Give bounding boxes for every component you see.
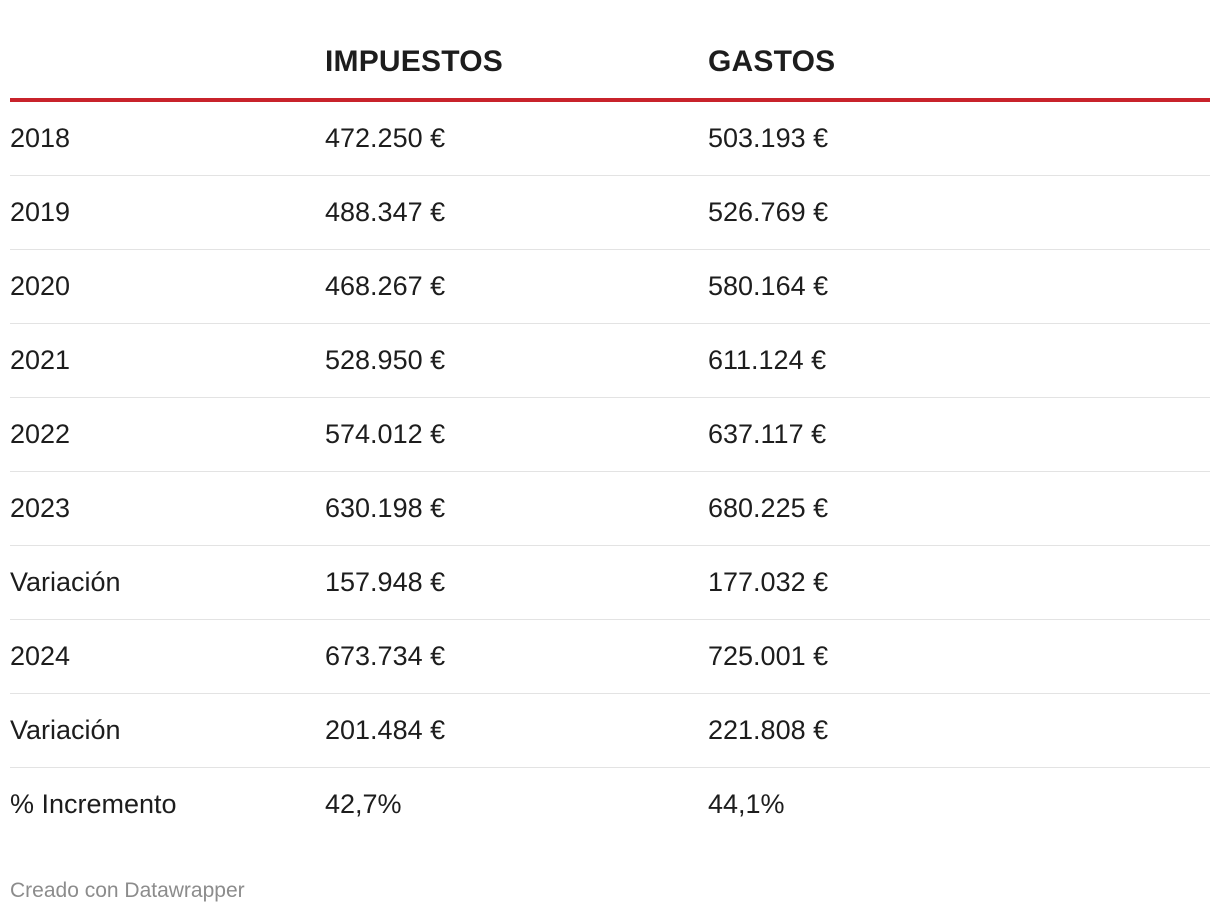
table-row: 2020 468.267 € 580.164 € [10,249,1210,324]
impuestos-value: 468.267 € [325,249,708,324]
table-row: 2019 488.347 € 526.769 € [10,175,1210,250]
header-label-column [10,26,325,102]
row-label: Variación [10,545,325,620]
row-label: 2022 [10,397,325,472]
gastos-value: 725.001 € [708,619,1210,694]
impuestos-value: 201.484 € [325,693,708,768]
table-row: 2022 574.012 € 637.117 € [10,397,1210,472]
impuestos-value: 630.198 € [325,471,708,546]
impuestos-value: 574.012 € [325,397,708,472]
impuestos-value: 42,7% [325,789,402,819]
table-row: 2023 630.198 € 680.225 € [10,471,1210,546]
data-table: IMPUESTOS GASTOS 2018 472.250 € 503.193 … [10,26,1210,841]
gastos-value: 221.808 € [708,693,1210,768]
gastos-value: 680.225 € [708,471,1210,546]
table-row: 2024 673.734 € 725.001 € [10,619,1210,694]
gastos-value: 526.769 € [708,175,1210,250]
row-label: % Incremento [10,789,177,819]
table-row: 2018 472.250 € 503.193 € [10,100,1210,176]
impuestos-value: 488.347 € [325,175,708,250]
table-body: 2018 472.250 € 503.193 € 2019 488.347 € … [10,100,1210,841]
table-row: Variación 201.484 € 221.808 € [10,693,1210,768]
row-label: 2020 [10,249,325,324]
table-header: IMPUESTOS GASTOS [10,26,1210,102]
header-impuestos: IMPUESTOS [325,26,708,102]
table-row: Variación 157.948 € 177.032 € [10,545,1210,620]
gastos-value: 580.164 € [708,249,1210,324]
row-label: 2024 [10,619,325,694]
header-gastos: GASTOS [708,26,1210,102]
row-label: 2021 [10,323,325,398]
row-label: 2018 [10,100,325,176]
gastos-value: 44,1% [708,789,785,819]
gastos-value: 503.193 € [708,100,1210,176]
impuestos-value: 528.950 € [325,323,708,398]
gastos-value: 637.117 € [708,397,1210,472]
header-row: IMPUESTOS GASTOS [10,26,1210,102]
table-row: 2021 528.950 € 611.124 € [10,323,1210,398]
impuestos-value: 472.250 € [325,100,708,176]
table-row: % Incremento 42,7% 44,1% [10,768,1210,842]
row-label: 2023 [10,471,325,546]
impuestos-value: 673.734 € [325,619,708,694]
row-label: 2019 [10,175,325,250]
gastos-value: 177.032 € [708,545,1210,620]
row-label: Variación [10,693,325,768]
gastos-value: 611.124 € [708,323,1210,398]
datawrapper-credit-link[interactable]: Creado con Datawrapper [10,879,245,902]
impuestos-value: 157.948 € [325,545,708,620]
